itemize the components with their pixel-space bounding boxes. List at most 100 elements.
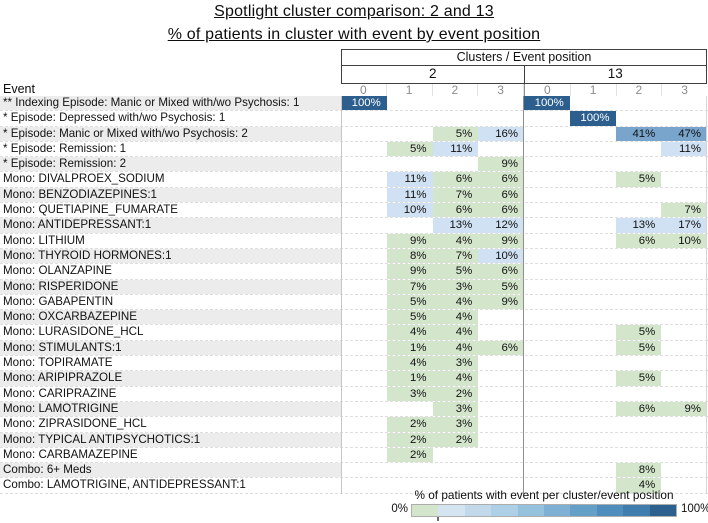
heatmap-cell: 4% bbox=[432, 233, 479, 248]
heatmap-cell bbox=[570, 127, 616, 141]
table-row: Mono: LAMOTRIGINE 3% 6% 9% bbox=[0, 401, 708, 418]
table-row: Mono: TYPICAL ANTIPSYCHOTICS:1 2% 2% bbox=[0, 432, 708, 448]
heatmap-cell bbox=[341, 142, 387, 156]
heatmap-cell bbox=[570, 249, 616, 263]
heatmap-cell bbox=[524, 402, 570, 416]
heatmap-cell: 9% bbox=[478, 157, 524, 172]
heatmap-cell: 1% bbox=[386, 340, 433, 356]
heatmap-cell bbox=[616, 356, 662, 370]
heatmap-cell bbox=[570, 387, 616, 401]
heatmap-cell bbox=[341, 127, 387, 141]
heatmap-cell bbox=[661, 448, 707, 462]
heatmap-cell bbox=[341, 157, 387, 171]
row-label: Mono: TYPICAL ANTIPSYCHOTICS:1 bbox=[0, 432, 341, 447]
heatmap-cell bbox=[661, 341, 707, 355]
row-label: Mono: THYROID HORMONES:1 bbox=[0, 248, 341, 264]
heatmap-cell bbox=[661, 356, 707, 370]
heatmap-cell: 9% bbox=[386, 264, 433, 279]
heatmap-cell bbox=[661, 295, 707, 309]
heatmap-cell: 13% bbox=[615, 218, 662, 233]
heatmap-cell bbox=[387, 218, 433, 232]
heatmap-cell bbox=[524, 127, 570, 141]
heatmap-cell: 41% bbox=[615, 126, 662, 141]
cluster-header: 13 bbox=[523, 65, 707, 83]
heatmap-cell bbox=[570, 188, 616, 202]
heatmap-cell: 9% bbox=[478, 233, 524, 248]
row-label: ** Indexing Episode: Manic or Mixed with… bbox=[0, 96, 341, 111]
heatmap-cell bbox=[661, 310, 707, 324]
heatmap-cell bbox=[616, 387, 662, 401]
table-row: Mono: BENZODIAZEPINES:1 11% 7% 6% bbox=[0, 187, 708, 204]
legend-segment bbox=[623, 505, 650, 516]
heatmap-cell: 4% bbox=[386, 356, 433, 371]
heatmap-cell bbox=[570, 142, 616, 156]
row-label: Mono: STIMULANTS:1 bbox=[0, 340, 341, 356]
heatmap-cell: 7% bbox=[661, 203, 707, 218]
row-label: Mono: OLANZAPINE bbox=[0, 264, 341, 279]
heatmap-cell bbox=[387, 463, 433, 477]
heatmap-cell bbox=[341, 264, 387, 278]
position-header: 2 bbox=[433, 84, 479, 96]
heatmap-cell bbox=[661, 417, 707, 431]
heatmap-cell: 6% bbox=[478, 340, 524, 356]
event-column-header: Event bbox=[3, 82, 35, 96]
heatmap-cell bbox=[478, 387, 524, 401]
row-label: Mono: RISPERIDONE bbox=[0, 279, 341, 294]
heatmap-cell: 3% bbox=[386, 386, 433, 401]
table-row: * Episode: Remission: 1 5% 11% 11% bbox=[0, 141, 708, 158]
heatmap-cell: 11% bbox=[386, 172, 433, 187]
heatmap-cell bbox=[341, 310, 387, 324]
heatmap-cell bbox=[478, 448, 524, 462]
heatmap-cell: 2% bbox=[432, 386, 479, 401]
heatmap-cell bbox=[524, 203, 570, 217]
heatmap-cell bbox=[524, 448, 570, 462]
table-row: Mono: THYROID HORMONES:1 8% 7% 10% bbox=[0, 248, 708, 265]
cluster-header: 2 bbox=[428, 66, 437, 81]
heatmap-cell bbox=[478, 142, 524, 156]
heatmap-cell bbox=[524, 341, 570, 355]
heatmap-cell bbox=[616, 448, 662, 462]
heatmap-cell: 10% bbox=[478, 248, 524, 264]
row-label: Mono: ZIPRASIDONE_HCL bbox=[0, 417, 341, 432]
heatmap-cell bbox=[661, 111, 707, 125]
heatmap-cell: 4% bbox=[386, 325, 433, 340]
table-row: Mono: CARBAMAZEPINE 2% bbox=[0, 447, 708, 464]
heatmap-cell bbox=[341, 249, 387, 263]
heatmap-cell bbox=[616, 142, 662, 156]
heatmap-cell: 4% bbox=[432, 310, 479, 325]
heatmap-cell bbox=[341, 234, 387, 248]
legend-label: % of patients with event per cluster/eve… bbox=[414, 488, 674, 502]
row-label: Mono: LAMOTRIGINE bbox=[0, 401, 341, 417]
heatmap-cell bbox=[661, 387, 707, 401]
heatmap-cell bbox=[433, 157, 479, 171]
heatmap-cell bbox=[341, 387, 387, 401]
heatmap-cell bbox=[341, 188, 387, 202]
heatmap-cell bbox=[570, 203, 616, 217]
legend-segment bbox=[412, 505, 439, 516]
heatmap-cell bbox=[524, 325, 570, 339]
heatmap-cell: 5% bbox=[386, 294, 433, 310]
row-label: Mono: BENZODIAZEPINES:1 bbox=[0, 187, 341, 203]
heatmap-cell: 47% bbox=[661, 126, 707, 141]
chart-title: Spotlight cluster comparison: 2 and 13 bbox=[214, 3, 494, 20]
legend-min-label: 0% bbox=[391, 503, 408, 515]
row-label: Mono: OXCARBAZEPINE bbox=[0, 310, 341, 325]
heatmap-cell bbox=[341, 433, 387, 447]
table-row: Mono: STIMULANTS:1 1% 4% 6% 5% bbox=[0, 340, 708, 357]
heatmap-cell: 100% bbox=[524, 96, 570, 111]
row-label: * Episode: Remission: 1 bbox=[0, 141, 341, 157]
heatmap-cell bbox=[341, 371, 387, 385]
heatmap-cell: 100% bbox=[569, 111, 616, 126]
heatmap-cell bbox=[478, 463, 524, 477]
heatmap-cell bbox=[570, 356, 616, 370]
heatmap-cell bbox=[570, 264, 616, 278]
table-row: * Episode: Remission: 2 9% bbox=[0, 157, 708, 173]
heatmap-cell bbox=[570, 371, 616, 385]
heatmap-cell bbox=[341, 172, 387, 186]
heatmap-cell bbox=[570, 341, 616, 355]
position-header: 1 bbox=[387, 84, 433, 96]
row-label: Combo: LAMOTRIGINE, ANTIDEPRESSANT:1 bbox=[0, 478, 341, 493]
row-label: Mono: TOPIRAMATE bbox=[0, 356, 341, 371]
row-label: Mono: CARBAMAZEPINE bbox=[0, 447, 341, 463]
